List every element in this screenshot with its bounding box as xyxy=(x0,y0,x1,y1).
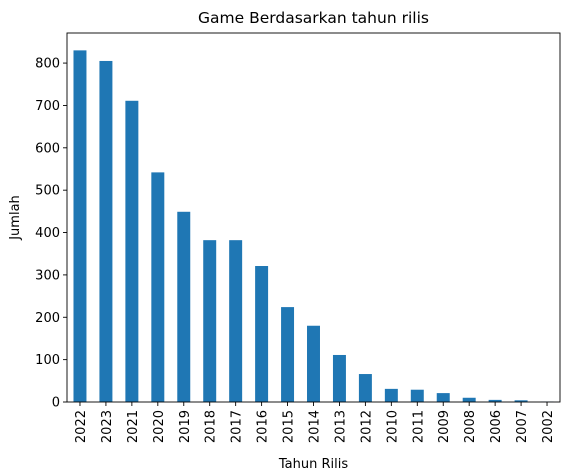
x-tick-label: 2009 xyxy=(437,410,452,443)
bar-2017 xyxy=(229,240,243,402)
bar-2018 xyxy=(203,240,217,402)
y-tick-label: 300 xyxy=(35,268,60,283)
chart-title: Game Berdasarkan tahun rilis xyxy=(198,9,429,27)
bar-2019 xyxy=(177,211,191,402)
bar-2014 xyxy=(307,325,320,402)
y-axis-label: Jumlah xyxy=(8,195,23,241)
x-tick-label: 2016 xyxy=(256,410,271,443)
bar-2023 xyxy=(99,60,113,402)
bar-2007 xyxy=(514,400,528,402)
x-tick-label: 2019 xyxy=(178,410,193,443)
x-tick-label: 2013 xyxy=(333,410,348,443)
x-axis: 2022 2023 2021 2020 2019 2018 2017 2016 2015 2014… xyxy=(74,402,556,443)
y-tick-label: 500 xyxy=(35,184,60,199)
bar-2016 xyxy=(255,266,269,402)
x-tick-label: 2010 xyxy=(385,410,400,443)
x-tick-label: 2015 xyxy=(282,410,297,443)
y-tick-label: 200 xyxy=(35,311,60,326)
bars-group xyxy=(73,50,554,403)
bar-2006 xyxy=(488,399,502,402)
x-tick-label: 2006 xyxy=(489,410,504,443)
x-tick-label: 2021 xyxy=(126,410,141,443)
y-tick-label: 700 xyxy=(35,99,60,114)
x-tick-label: 2020 xyxy=(152,410,167,443)
y-tick-label: 0 xyxy=(52,396,60,411)
bar-2011 xyxy=(410,389,424,402)
x-tick-label: 2008 xyxy=(463,410,478,443)
y-tick-label: 100 xyxy=(35,353,60,368)
x-tick-label: 2011 xyxy=(411,410,426,443)
x-tick-label: 2002 xyxy=(541,410,556,443)
x-tick-label: 2017 xyxy=(230,410,245,443)
x-tick-label: 2012 xyxy=(359,410,374,443)
y-tick-label: 600 xyxy=(35,141,60,156)
plot-frame xyxy=(66,32,561,403)
bar-2015 xyxy=(281,307,295,402)
x-axis-label: Tahun Rilis xyxy=(278,457,348,472)
bar-2009 xyxy=(436,393,450,402)
bar-2021 xyxy=(125,100,139,403)
x-tick-label: 2022 xyxy=(74,410,89,443)
x-tick-label: 2007 xyxy=(515,410,530,443)
y-tick-label: 400 xyxy=(35,226,60,241)
x-tick-label: 2018 xyxy=(204,410,219,443)
x-tick-label: 2023 xyxy=(100,410,115,443)
bar-2013 xyxy=(332,354,346,402)
bar-2010 xyxy=(384,388,398,402)
bar-2022 xyxy=(73,50,87,402)
bar-2008 xyxy=(462,397,476,402)
bar-2012 xyxy=(358,374,372,402)
y-axis: 0 100 200 300 400 500 600 700 800 xyxy=(35,57,67,411)
y-tick-label: 800 xyxy=(35,57,60,72)
x-tick-label: 2014 xyxy=(308,410,323,443)
bar-2020 xyxy=(151,172,165,402)
